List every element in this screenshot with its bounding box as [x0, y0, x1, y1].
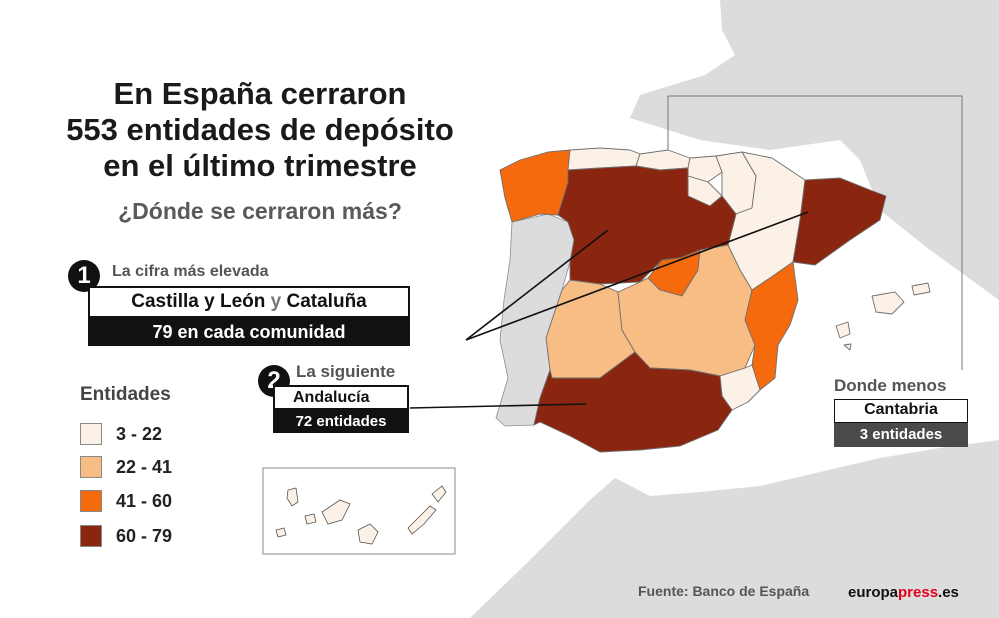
title-line-1: En España cerraron	[113, 76, 407, 111]
callout-2-region: Andalucía	[273, 385, 409, 410]
legend-label: 41 - 60	[116, 491, 173, 511]
region-cataluna	[792, 177, 887, 266]
legend-label: 3 - 22	[116, 424, 163, 444]
brand-part-3: .es	[938, 584, 959, 601]
brand-part-1: europa	[848, 584, 899, 601]
region-ibiza	[835, 321, 851, 339]
island-lanzarote	[431, 485, 447, 503]
legend-swatch	[80, 490, 102, 512]
subtitle: ¿Dónde se cerraron más?	[118, 198, 402, 224]
least-label: Donde menos	[834, 376, 947, 395]
region-menorca	[911, 282, 931, 296]
callout-1-region-b: Cataluña	[286, 291, 367, 312]
region-andalucia	[533, 351, 733, 453]
page-title: En España cerraron 553 entidades de depó…	[40, 76, 480, 184]
leader-line-andalucia	[409, 403, 587, 409]
land-france	[630, 0, 999, 300]
brand-part-2: press	[898, 584, 939, 601]
inset-frame	[667, 95, 963, 370]
land-corsica	[950, 118, 972, 180]
callout-2-label: La siguiente	[296, 362, 396, 381]
legend-swatch	[80, 456, 102, 478]
region-formentera	[843, 343, 852, 351]
leader-line-castilla-y-leon	[465, 229, 609, 341]
callout-1-regions: Castilla y León y Cataluña	[88, 286, 410, 318]
island-la-palma	[286, 487, 299, 507]
island-tenerife	[321, 499, 351, 525]
canarias-islands	[275, 485, 447, 545]
legend-swatch	[80, 423, 102, 445]
region-comunidad-valenciana	[744, 261, 799, 391]
canarias-inset-frame	[262, 467, 456, 555]
legend-swatch	[80, 525, 102, 547]
title-line-2: 553 entidades de depósito	[66, 112, 454, 147]
callout-1-value: 79 en cada comunidad	[88, 318, 410, 346]
least-region: Cantabria	[834, 399, 968, 423]
title-line-3: en el último trimestre	[103, 148, 417, 183]
island-fuerteventura	[407, 505, 437, 535]
island-gran-canaria	[357, 523, 379, 545]
callout-2-value: 72 entidades	[273, 410, 409, 433]
leader-line-cataluna	[465, 211, 809, 341]
legend-label: 22 - 41	[116, 457, 173, 477]
island-el-hierro	[275, 527, 287, 538]
least-value: 3 entidades	[834, 423, 968, 447]
callout-1-connector: y	[270, 291, 282, 312]
callout-1-label: La cifra más elevada	[112, 263, 269, 280]
source-credit: Fuente: Banco de España	[638, 583, 810, 599]
island-la-gomera	[304, 513, 317, 525]
region-mallorca	[871, 291, 905, 315]
brand-logo: europapress.es	[848, 584, 959, 601]
legend-label: 60 - 79	[116, 526, 173, 546]
legend-title: Entidades	[80, 384, 171, 405]
land-africa	[470, 440, 999, 618]
callout-1-region-a: Castilla y León	[131, 291, 266, 312]
